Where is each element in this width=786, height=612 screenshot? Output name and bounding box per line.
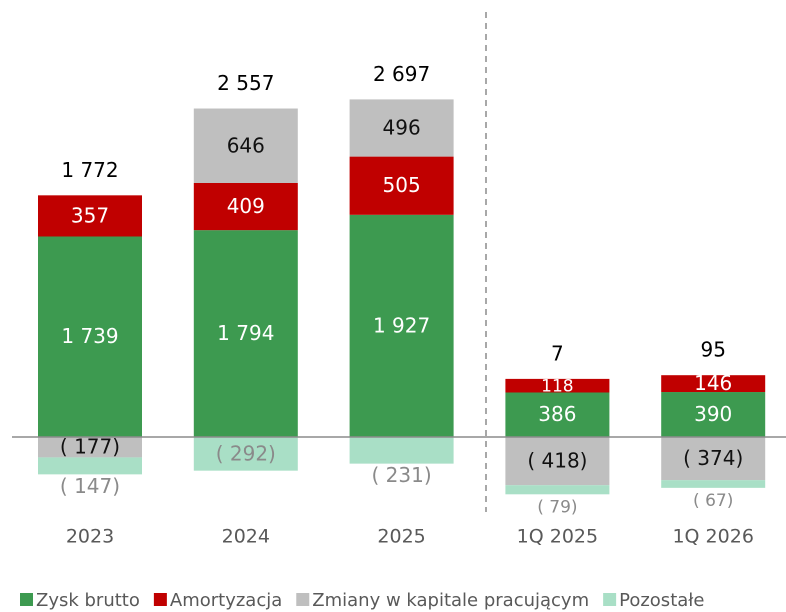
- data-label: 390: [694, 402, 732, 426]
- data-label: ( 231): [372, 463, 432, 487]
- legend-label: Amortyzacja: [170, 590, 282, 611]
- bar-segment: [349, 99, 454, 157]
- data-label: ( 374): [683, 446, 743, 470]
- data-label: 505: [383, 173, 421, 197]
- x-tick-label: 1Q 2026: [672, 526, 753, 548]
- bar-segment: [661, 480, 766, 488]
- data-label: 118: [541, 377, 573, 397]
- legend-label: Zmiany w kapitale pracującym: [312, 590, 589, 611]
- legend-label: Pozostałe: [619, 590, 704, 611]
- total-label: 2 557: [217, 71, 274, 95]
- bar-segment: [661, 375, 766, 393]
- bar-segment: [38, 195, 142, 237]
- bar-segment: [505, 485, 610, 495]
- total-label: 7: [551, 341, 564, 365]
- bar-segment: [38, 236, 142, 437]
- legend-swatch: [153, 593, 167, 606]
- data-label: ( 177): [60, 435, 120, 459]
- bar-segment: [661, 437, 766, 481]
- data-label: ( 418): [527, 449, 587, 473]
- bar-segment: [193, 108, 298, 183]
- data-label: ( 292): [216, 441, 276, 465]
- total-label: 2 697: [373, 62, 430, 86]
- data-label: 646: [227, 133, 265, 157]
- bar-segment: [38, 437, 142, 458]
- legend-label: Zysk brutto: [36, 590, 140, 611]
- bar-segment: [505, 437, 610, 486]
- data-label: 409: [227, 194, 265, 218]
- data-label: 1 927: [373, 313, 430, 337]
- data-label: 1 739: [61, 324, 118, 348]
- bar-segment: [193, 437, 298, 471]
- data-label: ( 79): [537, 497, 577, 517]
- data-label: 386: [538, 402, 576, 426]
- data-label: ( 67): [693, 491, 733, 511]
- bar-segment: [349, 214, 454, 437]
- legend-swatch: [20, 593, 33, 606]
- bar-segment: [661, 392, 766, 437]
- data-label: 496: [383, 115, 421, 139]
- bar-segment: [349, 156, 454, 215]
- x-tick-label: 1Q 2025: [517, 526, 598, 548]
- data-label: 146: [694, 371, 732, 395]
- data-label: 357: [71, 203, 109, 227]
- bar-segment: [349, 437, 454, 464]
- bar-segment: [505, 378, 610, 393]
- x-tick-label: 2023: [66, 526, 114, 548]
- total-label: 1 772: [61, 158, 118, 182]
- total-label: 95: [700, 338, 725, 362]
- data-label: 1 794: [217, 321, 274, 345]
- legend-swatch: [296, 593, 310, 606]
- bar-segment: [505, 392, 610, 437]
- bar-segment: [193, 230, 298, 437]
- x-tick-label: 2025: [377, 526, 425, 548]
- x-tick-label: 2024: [222, 526, 270, 548]
- bar-segment: [38, 457, 142, 475]
- bar-segment: [193, 182, 298, 231]
- legend-swatch: [603, 593, 617, 606]
- data-label: ( 147): [60, 474, 120, 498]
